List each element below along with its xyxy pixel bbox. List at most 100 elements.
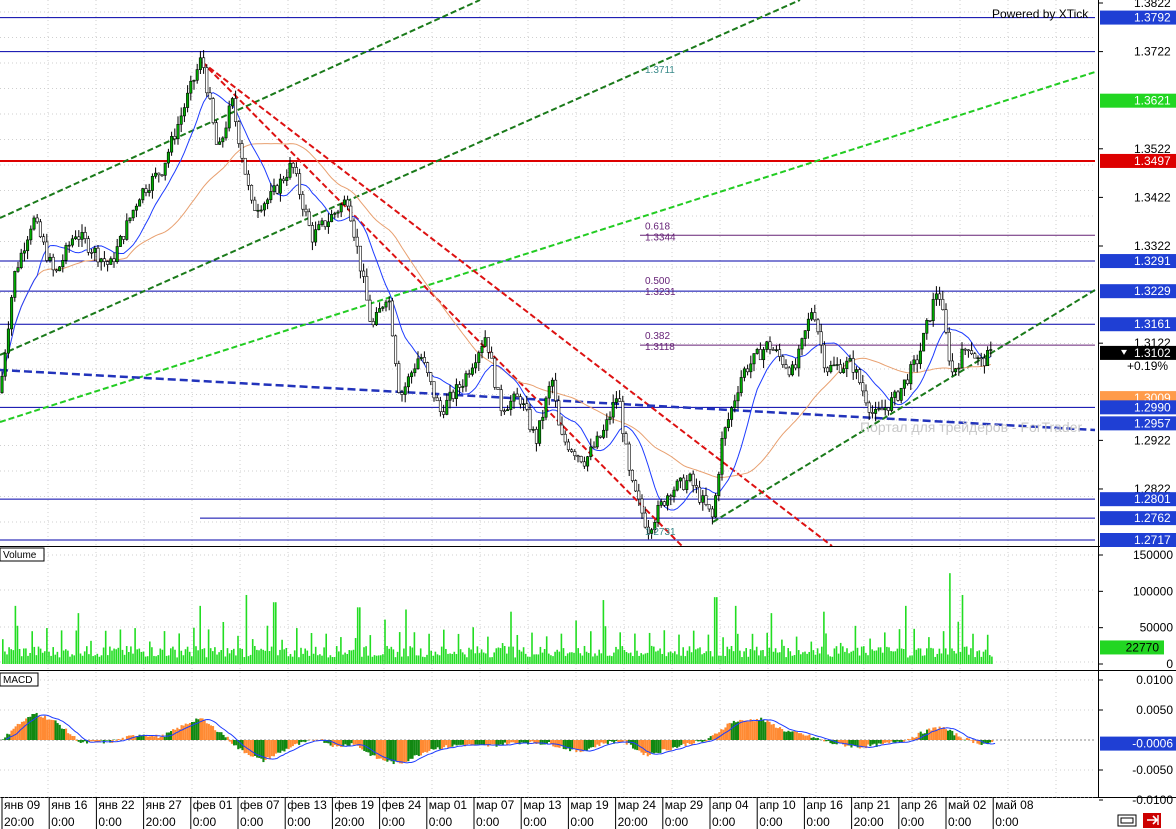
macd-bar xyxy=(373,740,376,756)
candle-body xyxy=(790,364,794,376)
macd-bar xyxy=(184,723,187,740)
candle-body xyxy=(560,424,564,435)
macd-last-badge xyxy=(1100,736,1176,751)
macd-bar xyxy=(394,740,397,762)
macd-bar xyxy=(755,718,758,740)
macd-bar xyxy=(16,723,19,740)
volume-bar xyxy=(743,651,745,664)
macd-bar xyxy=(174,729,177,740)
volume-bar xyxy=(44,651,46,664)
volume-bar xyxy=(121,649,124,664)
candle-body xyxy=(624,433,628,445)
volume-bar xyxy=(506,653,508,664)
candle-body xyxy=(525,403,529,410)
macd-bar xyxy=(296,740,299,744)
volume-bar xyxy=(403,648,405,664)
candle-body xyxy=(506,409,510,412)
macd-bar xyxy=(577,740,580,751)
volume-bar xyxy=(289,653,292,664)
candle-body xyxy=(211,98,215,124)
exit-button[interactable] xyxy=(1143,813,1161,828)
candle-body xyxy=(67,244,71,247)
volume-bar xyxy=(50,655,52,664)
volume-bar xyxy=(314,646,317,664)
candle-body xyxy=(739,377,743,394)
macd-bar xyxy=(604,740,607,744)
price-badge-0 xyxy=(1100,10,1176,25)
macd-bar xyxy=(71,735,74,740)
macd-bar xyxy=(375,740,378,759)
macd-bar xyxy=(209,725,212,740)
price-axis: 1.38221.37221.35221.34221.33221.31221.29… xyxy=(1099,0,1176,547)
macd-bar xyxy=(472,740,475,746)
candle-body xyxy=(390,300,394,337)
macd-bar xyxy=(984,740,987,744)
volume-bar xyxy=(636,650,638,664)
macd-bar xyxy=(795,731,798,740)
candle-body xyxy=(35,217,39,223)
volume-bar xyxy=(678,634,680,664)
macd-bar xyxy=(300,740,303,743)
macd-bar xyxy=(256,740,259,758)
macd-bar xyxy=(396,740,399,763)
volume-bar xyxy=(75,630,78,664)
volume-bar xyxy=(369,635,372,664)
volume-bar xyxy=(79,653,82,664)
macd-bar xyxy=(816,737,819,740)
date-label-19: апр 26 xyxy=(901,798,938,812)
volume-bar xyxy=(539,646,542,664)
volume-bar xyxy=(275,602,277,664)
candle-body xyxy=(394,335,398,364)
volume-bar xyxy=(579,653,582,664)
date-label-7: фев 19 xyxy=(334,798,374,812)
volume-bar xyxy=(453,651,456,664)
time-label-12: 0:00 xyxy=(570,815,594,829)
macd-bar xyxy=(153,736,156,740)
volume-bar xyxy=(646,652,649,664)
scroll-button[interactable] xyxy=(1117,814,1137,827)
macd-bar xyxy=(436,740,439,748)
volume-bar xyxy=(243,657,246,664)
macd-bar xyxy=(680,740,683,746)
macd-bar xyxy=(806,735,809,740)
volume-bar xyxy=(33,646,36,664)
candle-body xyxy=(326,221,330,228)
macd-bar xyxy=(947,730,950,740)
macd-bar xyxy=(136,736,139,740)
volume-bar xyxy=(117,647,120,664)
candle-body xyxy=(544,397,548,418)
candle-body xyxy=(480,346,484,353)
candle-body xyxy=(717,473,721,496)
volume-bar xyxy=(951,648,953,664)
macd-bar xyxy=(646,740,649,757)
macd-bar xyxy=(461,740,464,745)
volume-bar xyxy=(856,647,859,664)
macd-bar xyxy=(764,722,767,740)
volume-bar xyxy=(548,653,550,664)
macd-bar xyxy=(661,740,664,750)
volume-bar xyxy=(905,605,907,664)
candle-body xyxy=(742,368,746,378)
macd-bar xyxy=(923,733,926,740)
candle-body xyxy=(22,250,26,254)
volume-bar xyxy=(136,649,138,664)
macd-bar xyxy=(212,726,215,740)
macd-bar xyxy=(323,740,326,743)
volume-bar xyxy=(869,638,871,664)
volume-bar xyxy=(386,645,388,664)
down-channel-bottom xyxy=(201,61,683,546)
candle-body xyxy=(240,143,244,159)
volume-tick-label-2: 50000 xyxy=(1140,621,1174,635)
macd-bar xyxy=(60,728,63,740)
macd-bar xyxy=(293,740,296,745)
candle-body xyxy=(653,522,657,531)
low-price-label: 1.2731 xyxy=(645,527,676,538)
macd-bar xyxy=(621,740,624,743)
macd-bar xyxy=(415,740,418,755)
candle-body xyxy=(528,409,532,430)
macd-bar xyxy=(346,740,349,746)
macd-bar xyxy=(12,728,15,740)
price-badge-label-3: 1.3291 xyxy=(1134,254,1171,268)
volume-bar xyxy=(665,656,668,664)
